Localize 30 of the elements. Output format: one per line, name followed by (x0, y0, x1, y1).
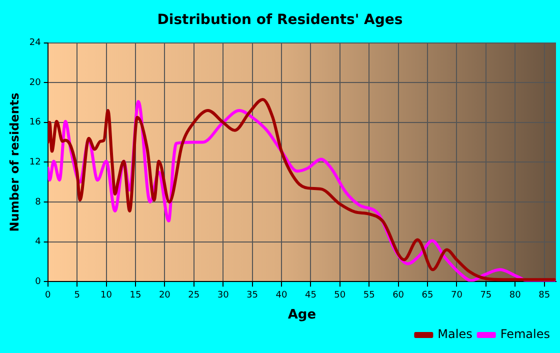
x-tick-label: 85 (538, 290, 550, 300)
x-tick-label: 20 (158, 290, 171, 300)
y-axis-title: Number of residents (7, 92, 22, 232)
x-tick-label: 70 (450, 290, 463, 300)
x-tick-label: 50 (334, 290, 346, 300)
legend-label: Males (438, 327, 472, 342)
x-tick-label: 65 (422, 290, 434, 300)
y-tick-label: 16 (29, 118, 42, 128)
x-tick-label: 45 (304, 290, 316, 300)
y-tick-label: 4 (35, 237, 42, 248)
legend-label: Females (500, 327, 550, 342)
x-tick-label: 5 (74, 290, 80, 300)
y-tick-label: 24 (29, 38, 42, 48)
y-tick-label: 8 (35, 197, 42, 208)
x-tick-label: 60 (392, 290, 404, 300)
y-tick-label: 0 (35, 276, 42, 287)
y-tick-label: 20 (29, 78, 42, 88)
x-tick-label: 75 (480, 290, 492, 300)
chart-title: Distribution of Residents' Ages (157, 12, 403, 28)
x-tick-label: 10 (100, 290, 112, 300)
y-tick-label: 12 (29, 158, 41, 168)
x-tick-label: 80 (509, 290, 522, 300)
x-axis-title: Age (288, 308, 316, 323)
x-tick-label: 55 (363, 290, 375, 300)
x-tick-label: 25 (188, 290, 200, 300)
x-tick-label: 0 (44, 290, 51, 300)
x-tick-label: 30 (217, 290, 230, 300)
x-tick-label: 35 (246, 290, 258, 300)
x-tick-label: 40 (276, 290, 288, 300)
x-tick-label: 15 (130, 290, 142, 300)
